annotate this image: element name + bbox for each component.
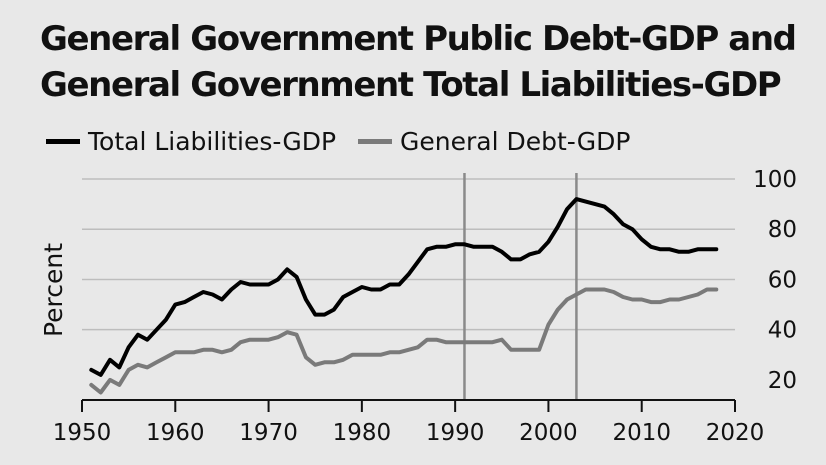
- x-tick-label-2010: 2010: [612, 420, 671, 446]
- y-tick-label-80: 80: [768, 217, 797, 243]
- legend-item-total-liabilities: Total Liabilities-GDP: [46, 127, 336, 156]
- x-tick-label-2000: 2000: [519, 420, 578, 446]
- legend-swatch-total-liabilities: [46, 138, 80, 144]
- legend-swatch-general-debt: [358, 138, 393, 144]
- legend-item-general-debt: General Debt-GDP: [358, 127, 630, 156]
- y-axis-label: Percent: [39, 243, 68, 337]
- y-tick-label-20: 20: [768, 368, 797, 394]
- chart-legend: Total Liabilities-GDP General Debt-GDP: [46, 124, 652, 158]
- chart-title-line-1: General Government Public Debt-GDP and: [40, 19, 797, 59]
- x-tick-label-2020: 2020: [706, 420, 765, 446]
- x-tick-label-1960: 1960: [146, 420, 205, 446]
- x-tick-label-1950: 1950: [53, 420, 112, 446]
- y-tick-label-100: 100: [753, 167, 797, 193]
- series-line-general-debt: [89, 287, 719, 395]
- x-tick-label-1970: 1970: [239, 420, 298, 446]
- chart-title-line-2: General Government Total Liabilities-GDP: [40, 65, 782, 105]
- x-tick-label-1980: 1980: [333, 420, 392, 446]
- legend-label-total-liabilities: Total Liabilities-GDP: [88, 126, 337, 156]
- x-tick-label-1990: 1990: [426, 420, 485, 446]
- series-line-total-liabilities: [89, 197, 719, 377]
- legend-label-general-debt: General Debt-GDP: [400, 126, 631, 156]
- y-tick-label-60: 60: [768, 267, 797, 293]
- chart-title: General Government Public Debt-GDP and G…: [40, 16, 797, 108]
- y-tick-label-40: 40: [768, 318, 797, 344]
